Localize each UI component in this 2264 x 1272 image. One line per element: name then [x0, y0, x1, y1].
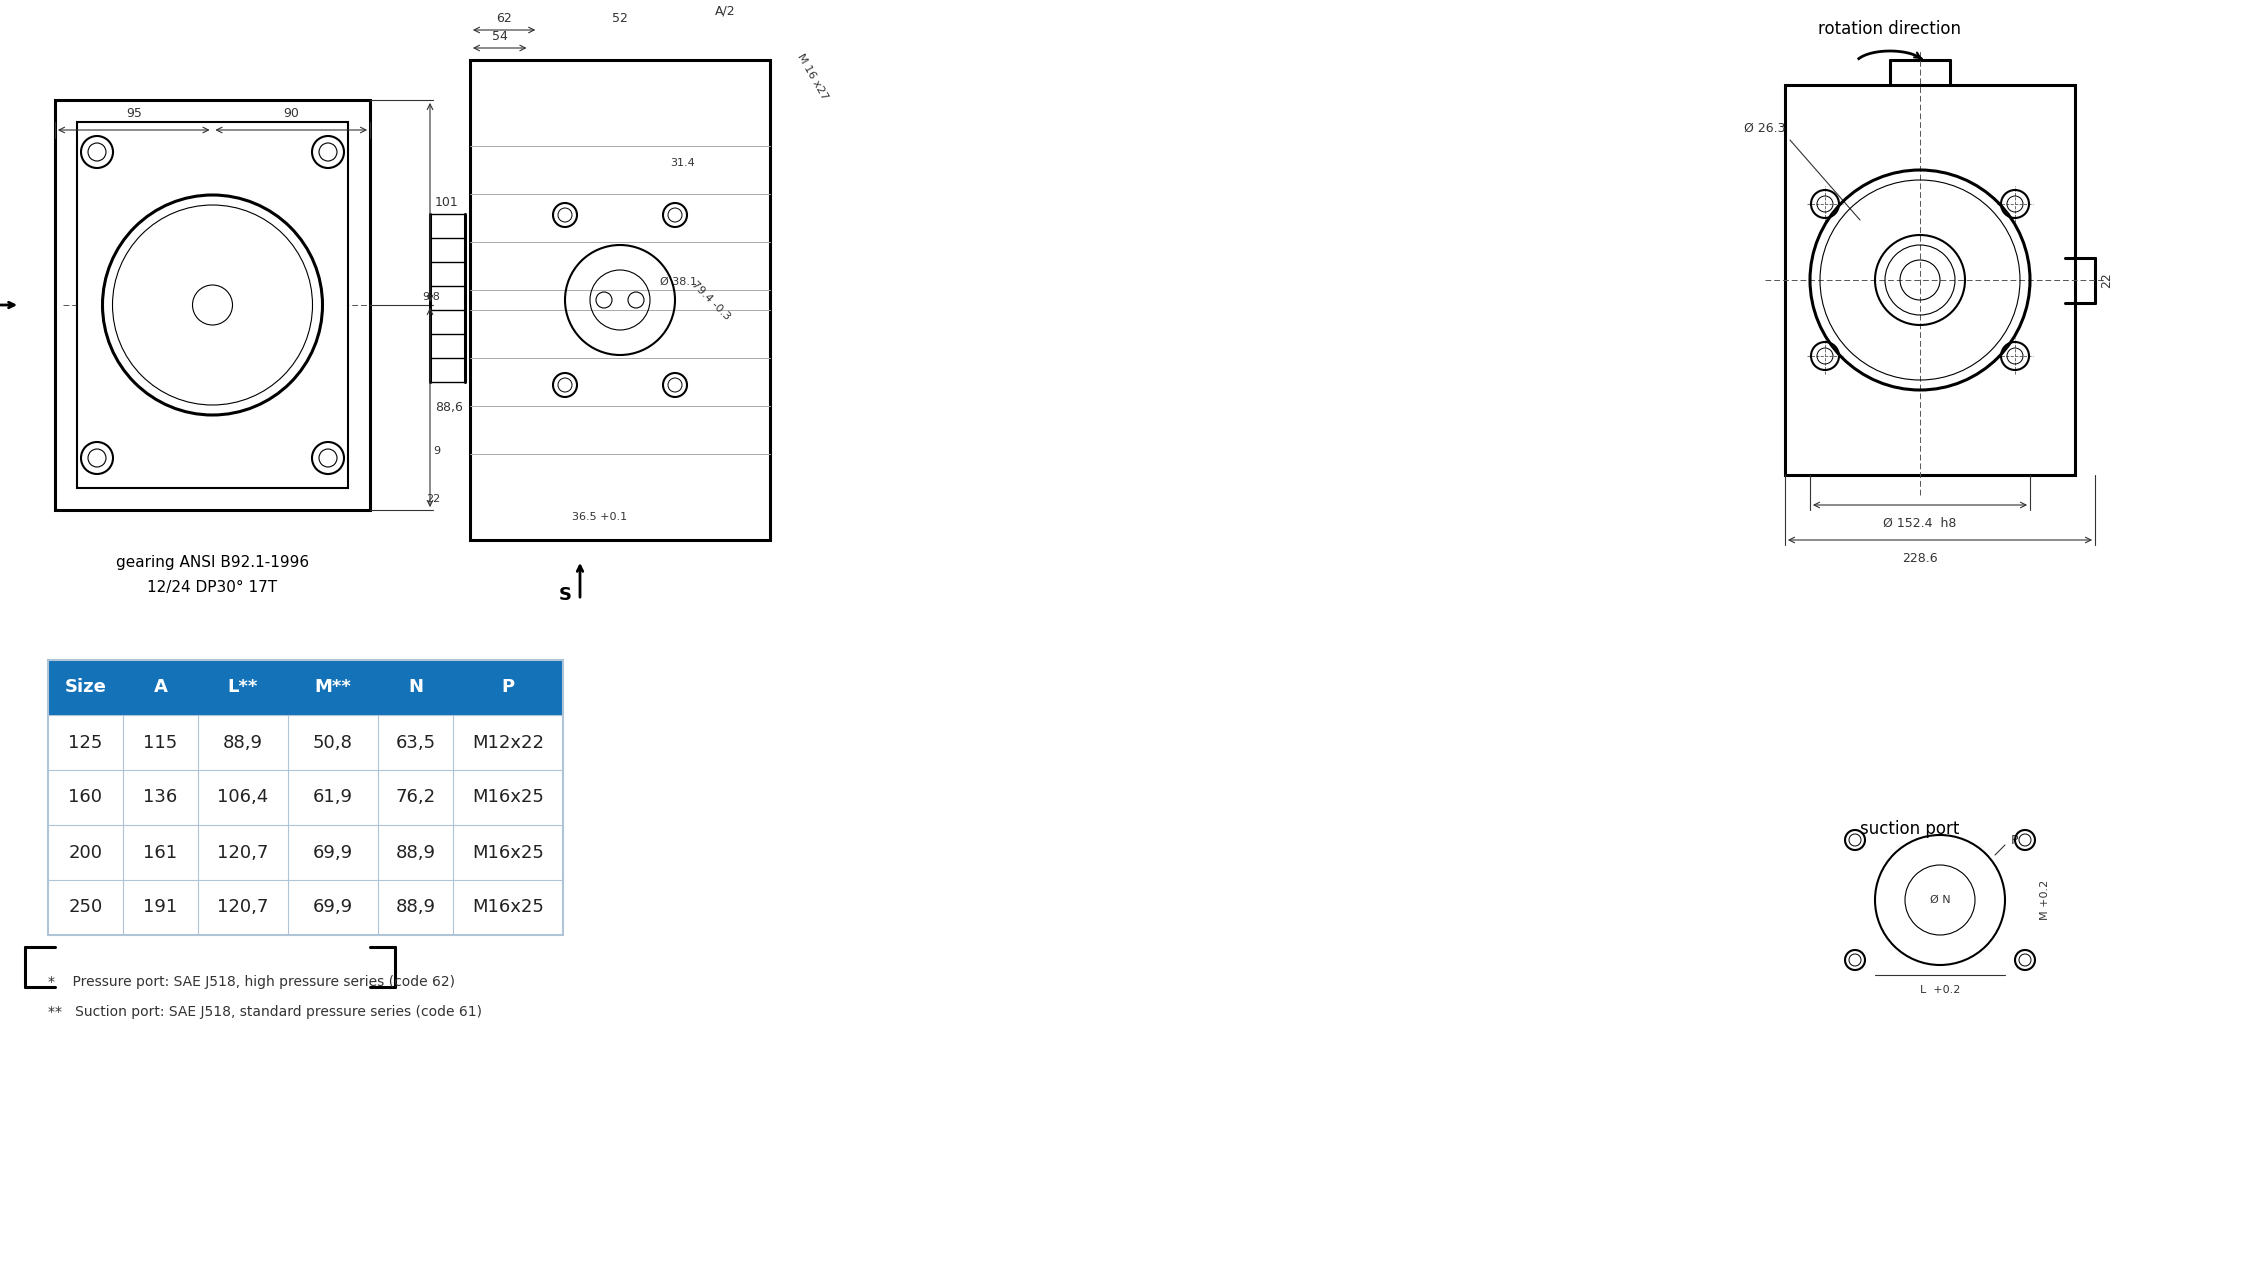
Text: 120,7: 120,7 [217, 898, 269, 917]
Text: 88,9: 88,9 [396, 898, 435, 917]
Text: suction port: suction port [1861, 820, 1961, 838]
Text: 160: 160 [68, 789, 102, 806]
Text: 136: 136 [143, 789, 177, 806]
Bar [54, 100, 369, 510]
Text: 79.4 -0.3: 79.4 -0.3 [691, 280, 734, 322]
Text: 9.8: 9.8 [421, 293, 439, 301]
Text: 9: 9 [432, 445, 439, 455]
Text: Ø N: Ø N [1929, 895, 1949, 904]
Text: 50,8: 50,8 [312, 734, 353, 752]
Text: 161: 161 [143, 843, 177, 861]
Text: 125: 125 [68, 734, 102, 752]
Text: Ø 26.3: Ø 26.3 [1743, 122, 1784, 135]
Text: L**: L** [229, 678, 258, 697]
Text: 36.5 +0.1: 36.5 +0.1 [573, 513, 627, 522]
Text: A: A [154, 678, 168, 697]
Text: M 16 x27: M 16 x27 [795, 52, 829, 102]
Text: M +0.2: M +0.2 [2040, 880, 2049, 920]
Text: S: S [559, 586, 571, 604]
Text: 12/24 DP30° 17T: 12/24 DP30° 17T [147, 580, 278, 595]
Text: A/2: A/2 [715, 5, 736, 18]
Text: 22: 22 [2101, 272, 2112, 287]
Text: 106,4: 106,4 [217, 789, 269, 806]
Text: 69,9: 69,9 [312, 898, 353, 917]
Text: 101: 101 [435, 196, 460, 209]
Text: 61,9: 61,9 [312, 789, 353, 806]
Text: 69,9: 69,9 [312, 843, 353, 861]
Text: 90: 90 [283, 107, 299, 120]
Text: 191: 191 [143, 898, 177, 917]
Bar [471, 60, 770, 541]
Text: 250: 250 [68, 898, 102, 917]
Text: M16x25: M16x25 [473, 843, 543, 861]
Text: L  +0.2: L +0.2 [1920, 985, 1961, 995]
Text: gearing ANSI B92.1-1996: gearing ANSI B92.1-1996 [115, 555, 310, 570]
Bar [48, 660, 564, 935]
Text: 22: 22 [426, 494, 439, 504]
Text: N: N [408, 678, 423, 697]
Text: M16x25: M16x25 [473, 789, 543, 806]
Text: M12x22: M12x22 [471, 734, 543, 752]
Text: 52: 52 [611, 11, 627, 25]
Text: 88,9: 88,9 [396, 843, 435, 861]
Text: Ø 38.1: Ø 38.1 [661, 277, 697, 287]
Text: **   Suction port: SAE J518, standard pressure series (code 61): ** Suction port: SAE J518, standard pres… [48, 1005, 482, 1019]
Text: *    Pressure port: SAE J518, high pressure series (code 62): * Pressure port: SAE J518, high pressure… [48, 976, 455, 990]
Text: 115: 115 [143, 734, 177, 752]
Bar [77, 122, 349, 488]
Text: M16x25: M16x25 [473, 898, 543, 917]
Text: 54: 54 [491, 31, 507, 43]
Bar [48, 660, 564, 715]
Text: 76,2: 76,2 [396, 789, 435, 806]
Text: 31.4: 31.4 [670, 158, 695, 168]
Text: 95: 95 [127, 107, 143, 120]
Text: Ø 152.4  h8: Ø 152.4 h8 [1884, 516, 1956, 530]
Text: 120,7: 120,7 [217, 843, 269, 861]
Text: 200: 200 [68, 843, 102, 861]
Bar [1784, 85, 2076, 474]
Text: 88,6: 88,6 [435, 401, 462, 413]
Text: 88,9: 88,9 [222, 734, 263, 752]
Text: 228.6: 228.6 [1902, 552, 1938, 565]
Text: P: P [2010, 833, 2019, 846]
Text: 63,5: 63,5 [396, 734, 435, 752]
Text: P: P [500, 678, 514, 697]
Text: M**: M** [315, 678, 351, 697]
Text: 62: 62 [496, 11, 512, 25]
Text: rotation direction: rotation direction [1818, 20, 1961, 38]
Text: Size: Size [66, 678, 106, 697]
